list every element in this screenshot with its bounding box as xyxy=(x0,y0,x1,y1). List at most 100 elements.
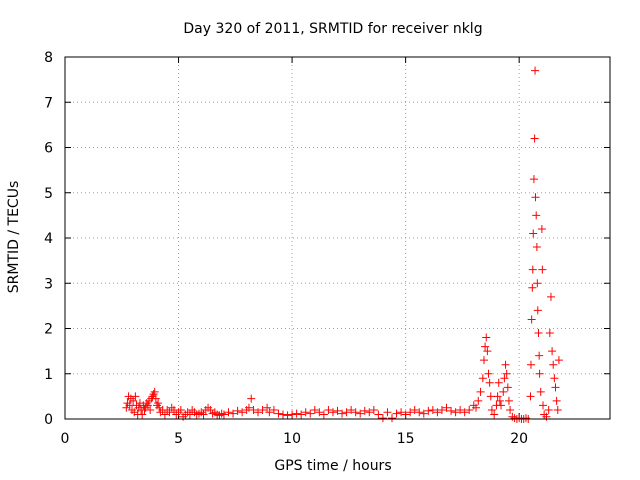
data-point xyxy=(319,410,328,419)
data-point xyxy=(447,406,456,415)
data-point xyxy=(479,356,488,365)
data-point xyxy=(410,405,419,414)
data-point xyxy=(145,396,154,405)
y-axis-label: SRMTID / TECUs xyxy=(6,181,22,294)
data-point xyxy=(204,403,213,412)
data-point xyxy=(292,409,301,418)
data-point xyxy=(174,408,183,417)
data-point xyxy=(545,329,554,338)
data-point xyxy=(233,406,242,415)
data-point xyxy=(539,401,548,410)
data-point xyxy=(442,403,451,412)
data-point xyxy=(143,401,152,410)
data-point xyxy=(197,408,206,417)
data-point xyxy=(506,405,515,414)
data-point xyxy=(542,412,551,421)
data-point xyxy=(537,224,546,233)
data-point xyxy=(185,410,194,419)
data-point xyxy=(351,408,360,417)
data-point xyxy=(554,356,563,365)
plot-frame xyxy=(64,56,611,420)
data-point xyxy=(333,406,342,415)
data-point xyxy=(478,374,487,383)
data-point xyxy=(540,410,549,419)
data-point xyxy=(219,410,228,419)
data-point xyxy=(274,409,283,418)
y-tick-label: 1 xyxy=(44,367,53,383)
data-point xyxy=(530,134,539,143)
data-point xyxy=(469,401,478,410)
data-point xyxy=(152,401,161,410)
data-point xyxy=(544,405,553,414)
data-point xyxy=(229,409,238,418)
data-point xyxy=(160,410,169,419)
data-point xyxy=(146,405,155,414)
y-tick-label: 5 xyxy=(44,186,53,202)
data-point xyxy=(533,279,542,288)
x-tick-label: 15 xyxy=(397,431,415,447)
data-point xyxy=(170,405,178,414)
data-point xyxy=(269,405,278,414)
data-point xyxy=(378,414,387,423)
data-point xyxy=(531,66,540,75)
data-point xyxy=(179,412,188,421)
data-point xyxy=(552,396,561,405)
data-point xyxy=(535,351,544,360)
data-point xyxy=(163,405,172,414)
data-point xyxy=(508,412,517,421)
data-point xyxy=(155,403,164,412)
data-point xyxy=(481,342,490,351)
data-point xyxy=(532,243,541,252)
data-point xyxy=(135,399,144,408)
data-point xyxy=(531,193,540,202)
data-point xyxy=(127,405,136,414)
data-point xyxy=(129,396,138,405)
data-point xyxy=(183,408,192,417)
data-point xyxy=(347,405,356,414)
data-point xyxy=(297,410,306,419)
data-point xyxy=(206,405,215,414)
data-point xyxy=(424,406,433,415)
x-tick-label: 20 xyxy=(510,431,528,447)
data-point xyxy=(132,401,141,410)
data-point xyxy=(502,369,511,378)
data-point xyxy=(131,392,140,401)
data-point xyxy=(217,409,226,418)
data-point xyxy=(324,405,333,414)
axis-ticks: 0 5 10 15 20 0 1 2 3 4 5 6 7 8 xyxy=(44,50,610,447)
data-point xyxy=(142,399,151,408)
x-tick-label: 10 xyxy=(283,431,301,447)
data-point xyxy=(176,405,185,414)
data-point xyxy=(534,329,543,338)
data-point xyxy=(487,405,496,414)
data-point xyxy=(342,408,351,417)
y-tick-label: 2 xyxy=(44,322,53,338)
data-point xyxy=(500,374,509,383)
y-tick-label: 4 xyxy=(44,231,53,247)
data-point xyxy=(437,405,446,414)
data-point xyxy=(194,409,203,418)
grid-lines xyxy=(65,57,610,419)
data-point xyxy=(123,399,132,408)
data-point xyxy=(338,409,347,418)
data-point xyxy=(190,408,199,417)
data-point xyxy=(134,403,143,412)
data-point xyxy=(501,360,510,369)
data-point xyxy=(172,410,181,419)
data-point xyxy=(484,369,493,378)
data-point xyxy=(494,378,503,387)
data-point xyxy=(310,405,319,414)
data-point xyxy=(213,410,222,419)
data-point xyxy=(529,229,538,238)
data-point xyxy=(238,408,247,417)
data-point xyxy=(149,390,158,399)
data-points xyxy=(122,66,563,423)
data-point xyxy=(122,403,131,412)
data-point xyxy=(527,315,536,324)
data-point xyxy=(328,408,337,417)
data-point xyxy=(551,383,560,392)
chart-title: Day 320 of 2011, SRMTID for receiver nkl… xyxy=(183,21,482,37)
data-point xyxy=(553,405,562,414)
data-point xyxy=(263,403,272,412)
